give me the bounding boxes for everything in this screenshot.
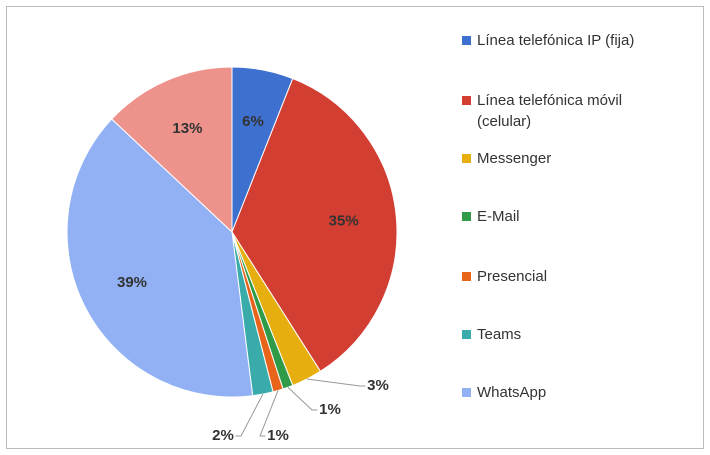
data-label: 3% <box>367 377 389 394</box>
data-label: 1% <box>267 427 289 444</box>
data-label: 13% <box>172 120 202 137</box>
legend-label: WhatsApp <box>477 384 547 401</box>
legend-swatch <box>462 388 471 397</box>
data-label: 6% <box>242 113 264 130</box>
leader-line <box>235 393 264 437</box>
legend-item: Línea telefónica móvil (celular) <box>462 90 697 132</box>
legend-label: Teams <box>477 326 522 343</box>
legend-item: Presencial <box>462 266 697 287</box>
legend-item: Teams <box>462 324 697 345</box>
frame <box>6 6 704 449</box>
pie-slice <box>111 66 233 234</box>
legend-swatch <box>462 96 471 105</box>
legend-label: E-Mail <box>477 208 520 225</box>
leader-line <box>287 386 318 411</box>
legend-item: Línea telefónica IP (fija) <box>462 30 697 51</box>
data-label: 2% <box>212 427 234 444</box>
data-label: 39% <box>117 274 147 291</box>
data-label: 35% <box>329 212 359 229</box>
leader-line <box>306 378 366 387</box>
legend-swatch <box>462 272 471 281</box>
legend-item: E-Mail <box>462 206 697 227</box>
legend-swatch <box>462 154 471 163</box>
legend-item: WhatsApp <box>462 382 697 403</box>
legend-swatch <box>462 212 471 221</box>
legend-swatch <box>462 36 471 45</box>
legend-swatch <box>462 330 471 339</box>
data-label: 1% <box>319 401 341 418</box>
legend-label: Línea telefónica móvil (celular) <box>477 92 623 130</box>
legend-label: Presencial <box>477 268 548 285</box>
legend-label: Línea telefónica IP (fija) <box>477 32 635 49</box>
pie-slice <box>66 118 254 398</box>
pie-slice <box>231 77 398 373</box>
legend-item: Messenger <box>462 148 697 169</box>
leader-line <box>259 390 279 437</box>
legend-label: Messenger <box>477 150 552 167</box>
